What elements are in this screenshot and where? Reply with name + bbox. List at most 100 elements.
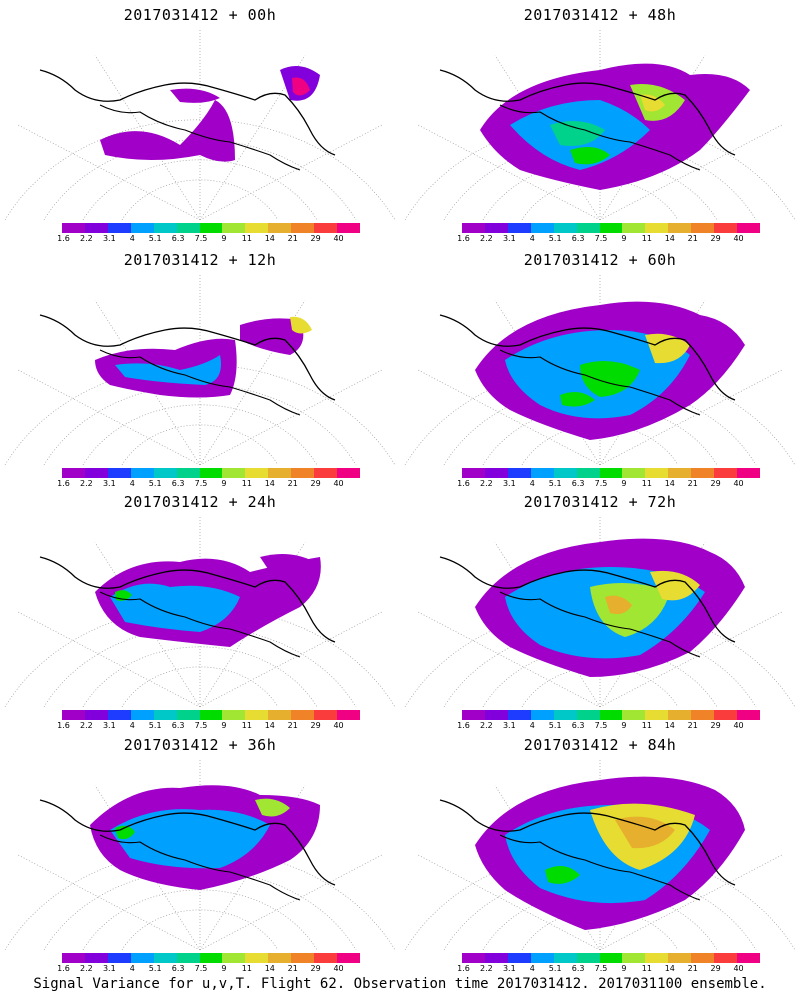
colorbar-swatch [645, 468, 669, 478]
colorbar-label: 40 [333, 479, 344, 488]
colorbar [462, 710, 760, 720]
colorbar-swatch [599, 223, 623, 233]
colorbar [62, 468, 360, 478]
coastline [439, 314, 736, 401]
colorbar-swatch [176, 468, 200, 478]
colorbar-label: 29 [710, 721, 721, 730]
colorbar-swatch [576, 710, 600, 720]
colorbar-swatch [645, 223, 669, 233]
colorbar-swatch [291, 710, 315, 720]
colorbar-label: 14 [664, 234, 675, 243]
colorbar-label: 5.1 [148, 721, 162, 730]
colorbar-swatch [337, 710, 360, 720]
coastline [439, 556, 736, 643]
colorbar-label: 40 [333, 234, 344, 243]
variance-region [560, 391, 595, 407]
colorbar-label: 5.1 [148, 479, 162, 488]
coastline [439, 69, 736, 156]
panel-title: 2017031412 + 12h [123, 251, 277, 269]
colorbar-label: 6.3 [171, 721, 185, 730]
colorbar-label: 11 [641, 964, 652, 973]
variance-region [550, 121, 605, 146]
colorbar-swatch [337, 953, 360, 963]
colorbar-swatch [291, 953, 315, 963]
colorbar [62, 953, 360, 963]
panel-title: 2017031412 + 60h [523, 251, 677, 269]
colorbar-swatch [462, 710, 485, 720]
colorbar-label: 3.1 [102, 479, 116, 488]
colorbar-swatch [599, 710, 623, 720]
colorbar-swatch [462, 953, 485, 963]
colorbar-label: 4 [529, 964, 535, 973]
colorbar-swatch [222, 953, 246, 963]
colorbar-labels: 1.6 2.2 3.1 4 5.1 6.3 7.5 9 11 14 21 29 40 [457, 964, 760, 974]
colorbar-labels: 1.6 2.2 3.1 4 5.1 6.3 7.5 9 11 14 21 29 40 [57, 721, 360, 731]
map-panel-00h: 2017031412 + 00h 1.6 2.2 3.1 4 5.1 6.3 7.5 9 11 1… [0, 0, 400, 245]
map-panel-24h: 2017031412 + 24h 1.6 2.2 3.1 4 5.1 6.3 7.5 9 11 1… [0, 487, 400, 732]
colorbar-label: 40 [733, 234, 744, 243]
colorbar-swatch [484, 953, 508, 963]
colorbar-labels: 1.6 2.2 3.1 4 5.1 6.3 7.5 9 11 14 21 29 40 [57, 964, 360, 974]
coastline [99, 349, 301, 416]
colorbar-label: 11 [241, 721, 252, 730]
colorbar-label: 1.6 [457, 964, 470, 973]
colorbar-label: 4 [129, 721, 135, 730]
colorbar-swatch [62, 468, 85, 478]
colorbar-swatch [484, 710, 508, 720]
colorbar-swatch [153, 953, 177, 963]
map-plot-24h [4, 517, 396, 707]
colorbar-swatch [314, 468, 338, 478]
colorbar-label: 29 [310, 964, 321, 973]
colorbar-label: 14 [664, 479, 675, 488]
colorbar [462, 953, 760, 963]
panel-title: 2017031412 + 24h [123, 493, 277, 511]
variance-region [100, 100, 235, 162]
colorbar-label: 7.5 [194, 479, 208, 488]
variance-region [570, 146, 610, 165]
colorbar-swatch [291, 468, 315, 478]
variance-region [255, 798, 290, 817]
colorbar-label: 29 [710, 964, 721, 973]
coastline [39, 799, 336, 886]
map-panel-48h: 2017031412 + 48h 1.6 2.2 3.1 4 5.1 6.3 7.5 9 11 1… [400, 0, 800, 245]
colorbar-swatch [337, 468, 360, 478]
colorbar-label: 3.1 [502, 234, 516, 243]
colorbar-labels: 1.6 2.2 3.1 4 5.1 6.3 7.5 9 11 14 21 29 40 [457, 721, 760, 731]
coastline [99, 834, 301, 901]
colorbar-label: 40 [333, 964, 344, 973]
variance-region [240, 318, 304, 355]
colorbar-label: 29 [710, 479, 721, 488]
colorbar-swatch [84, 953, 108, 963]
colorbar-swatch [553, 710, 577, 720]
colorbar-label: 11 [241, 479, 252, 488]
colorbar-swatch [153, 223, 177, 233]
colorbar-label: 14 [264, 721, 275, 730]
colorbar-swatch [222, 710, 246, 720]
colorbar-swatch [691, 710, 715, 720]
colorbar-swatch [507, 468, 531, 478]
colorbar-label: 6.3 [571, 479, 585, 488]
colorbar-label: 2.2 [80, 234, 93, 243]
variance-region [290, 316, 312, 334]
colorbar-label: 40 [333, 721, 344, 730]
coastline [439, 799, 736, 886]
colorbar-label: 21 [287, 964, 298, 973]
colorbar-swatch [62, 953, 85, 963]
colorbar-swatch [553, 468, 577, 478]
map-panel-12h: 2017031412 + 12h 1.6 2.2 3.1 4 5.1 6.3 7.5 9 11 1… [0, 245, 400, 490]
colorbar-label: 21 [287, 721, 298, 730]
colorbar-label: 6.3 [171, 964, 185, 973]
colorbar-swatch [599, 953, 623, 963]
colorbar-label: 3.1 [102, 234, 116, 243]
colorbar-swatch [130, 953, 154, 963]
colorbar-label: 7.5 [194, 234, 208, 243]
colorbar-label: 2.2 [480, 479, 493, 488]
colorbar-label: 3.1 [502, 479, 516, 488]
colorbar-swatch [484, 223, 508, 233]
colorbar-label: 21 [287, 234, 298, 243]
colorbar-swatch [245, 468, 269, 478]
coastline [499, 104, 701, 171]
colorbar-label: 14 [664, 721, 675, 730]
panel-title: 2017031412 + 84h [523, 736, 677, 754]
map-panel-36h: 2017031412 + 36h 1.6 2.2 3.1 4 5.1 6.3 7.5 9 11 1… [0, 730, 400, 975]
